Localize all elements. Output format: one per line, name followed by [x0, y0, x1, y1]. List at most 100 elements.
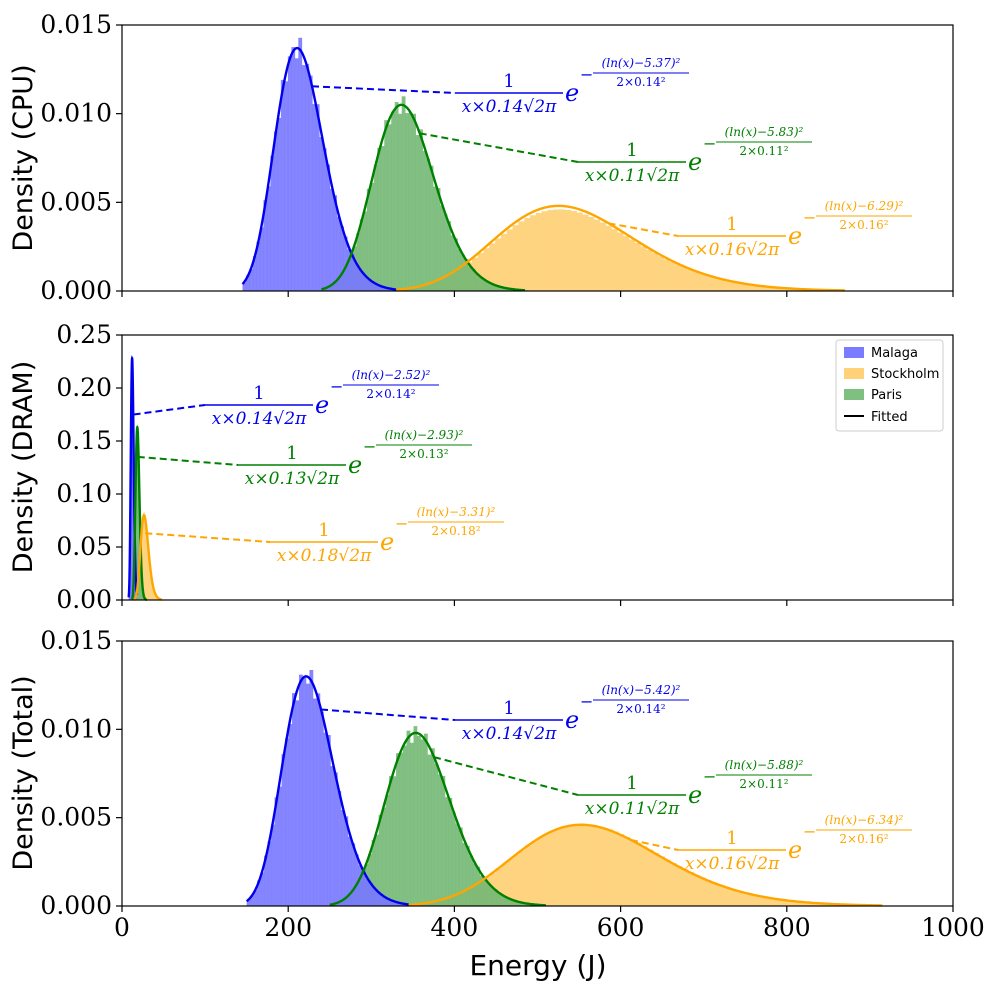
hist-bar-stockholm: [763, 897, 770, 906]
hist-bar-paris: [471, 268, 476, 291]
cpu-plot-frame: [121, 24, 954, 292]
hist-bar-stockholm: [704, 275, 711, 291]
hist-bar-stockholm: [780, 899, 788, 906]
formula-exponent-denominator: 2×0.13²: [399, 447, 448, 461]
hist-bar-stockholm: [606, 829, 613, 906]
hist-bar-paris: [405, 113, 409, 291]
hist-bar-stockholm: [768, 287, 775, 291]
y-tick-label: 0.000: [40, 891, 112, 920]
y-tick-label: 0.010: [40, 714, 112, 743]
hist-bar-malaga: [330, 766, 335, 906]
hist-bar-stockholm: [698, 273, 705, 291]
hist-bar-paris: [392, 776, 397, 906]
legend-entry-malaga: Malaga: [844, 346, 918, 361]
hist-bar-paris: [389, 775, 393, 906]
y-tick-label: 0.15: [56, 426, 112, 455]
hist-bar-stockholm: [628, 239, 636, 291]
hist-bar-malaga: [308, 75, 313, 292]
hist-bar-stockholm: [541, 211, 548, 291]
hist-bar-malaga: [340, 809, 345, 906]
hist-bar-malaga: [357, 268, 362, 291]
hist-bar-stockholm: [769, 898, 776, 906]
hist-bar-stockholm: [530, 215, 537, 291]
formula-minus: −: [363, 437, 376, 456]
dram-plot-frame: [121, 334, 954, 601]
hist-bar-stockholm: [716, 278, 723, 291]
hist-bar-stockholm: [605, 225, 612, 291]
hist-bar-stockholm: [146, 532, 148, 600]
hist-bar-stockholm: [804, 902, 811, 906]
dram-panel: 0.000.050.100.150.200.25 1x×0.14√2π e−(ln…: [8, 320, 954, 614]
fit-curve-malaga: [127, 355, 139, 598]
hist-bar-malaga: [315, 104, 320, 291]
y-tick-label: 0.005: [40, 803, 112, 832]
hist-bar-malaga: [378, 285, 383, 291]
hist-bar-stockholm: [669, 262, 676, 291]
legend: Malaga Stockholm Paris Fitted: [835, 339, 944, 432]
hist-bar-malaga: [257, 880, 261, 906]
hist-bar-stockholm: [658, 856, 665, 906]
hist-bar-paris: [373, 164, 378, 291]
hist-bar-stockholm: [553, 209, 560, 291]
hist-bar-malaga: [295, 700, 300, 906]
hist-bar-paris: [485, 281, 490, 291]
fit-curve-paris: [130, 425, 148, 602]
hist-bar-stockholm: [728, 888, 735, 906]
fit-curve-malaga: [241, 46, 397, 291]
hist-bar-stockholm: [629, 839, 636, 906]
formula-numerator: 1: [626, 773, 637, 794]
formula-exponent-denominator: 2×0.14²: [366, 387, 415, 401]
y-tick-label: 0.005: [40, 187, 112, 216]
formula-denominator: x×0.14√2π: [462, 97, 557, 117]
hist-bar-paris: [370, 182, 375, 291]
formula-denominator: x×0.11√2π: [585, 799, 680, 819]
hist-bar-malaga: [354, 263, 358, 291]
hist-bar-stockholm: [589, 824, 596, 906]
formula-numerator: 1: [253, 383, 264, 404]
hist-bar-paris: [518, 902, 523, 906]
hist-bar-paris: [408, 112, 413, 292]
hist-bar-stockholm: [554, 828, 561, 906]
formula-exponent-numerator: (ln(x)−2.52)²: [352, 368, 431, 382]
hist-bar-malaga: [368, 882, 373, 906]
hist-bar-paris: [410, 742, 414, 906]
hist-bar-stockholm: [500, 233, 508, 291]
hist-bar-malaga: [291, 47, 296, 291]
hist-bar-stockholm: [692, 271, 700, 291]
legend-label-malaga: Malaga: [871, 346, 918, 361]
hist-bar-malaga: [263, 200, 268, 291]
leader-line-paris: [137, 455, 239, 466]
hist-bar-stockholm: [681, 267, 688, 291]
hist-bar-stockholm: [623, 235, 630, 291]
formula-exponent-numerator: (ln(x)−6.29)²: [825, 199, 904, 213]
hist-bar-malaga: [351, 843, 356, 906]
hist-bar-malaga: [379, 893, 384, 906]
hist-bar-stockholm: [739, 283, 746, 291]
hist-bar-stockholm: [141, 520, 144, 600]
hist-bar-malaga: [329, 188, 334, 291]
hist-bar-malaga: [400, 903, 405, 906]
hist-bar-paris: [406, 730, 411, 906]
hist-bar-stockholm: [512, 225, 519, 291]
formula-exp-base: e: [348, 451, 362, 479]
hist-bar-stockholm: [641, 846, 648, 906]
hist-bar-paris: [497, 893, 502, 906]
fit-formula-stockholm: 1 x×0.18√2π e−(ln(x)−3.31)² 2×0.18²: [270, 505, 504, 566]
hist-bar-stockholm: [705, 880, 712, 906]
hist-bar-malaga: [294, 58, 299, 291]
hist-bar-paris: [492, 284, 497, 291]
hist-bar-malaga: [326, 164, 331, 291]
fit-formula-paris: 1 x×0.11√2π e−(ln(x)−5.88)² 2×0.11²: [578, 758, 812, 819]
formula-exponent-numerator: (ln(x)−5.42)²: [602, 683, 681, 697]
formula-minus: −: [703, 134, 716, 153]
hist-bar-stockholm: [559, 209, 566, 291]
hist-bar-paris: [451, 812, 456, 906]
hist-bar-stockholm: [815, 903, 822, 906]
hist-bar-paris: [465, 845, 470, 906]
hist-bar-paris: [136, 424, 139, 600]
leader-line-stockholm: [145, 532, 271, 543]
fit-formula-stockholm: 1 x×0.16√2π e−(ln(x)−6.29)² 2×0.16²: [678, 199, 912, 260]
hist-bar-malaga: [253, 890, 258, 906]
legend-swatch-malaga: [844, 347, 864, 358]
